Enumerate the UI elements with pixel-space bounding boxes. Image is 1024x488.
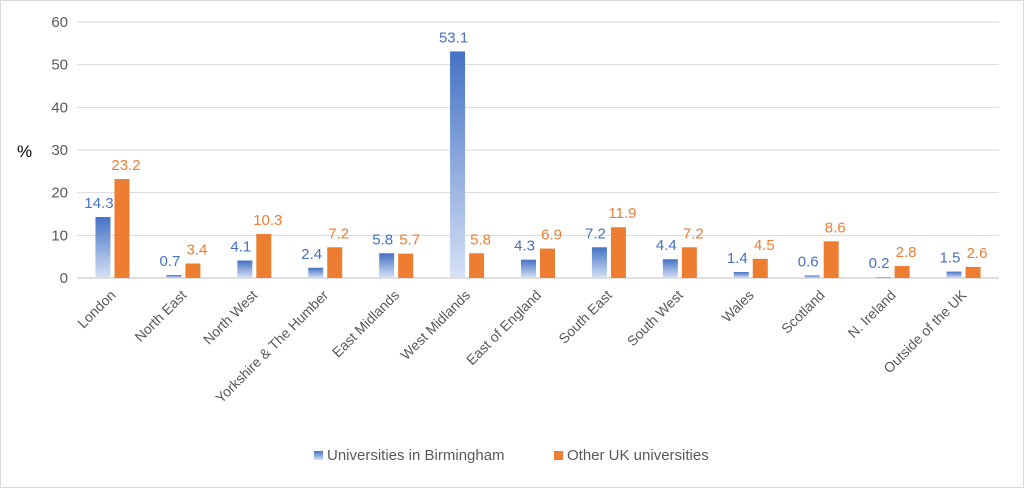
data-label-other-uk-universities: 11.9 (608, 205, 636, 222)
data-label-universities-in-birmingham: 14.3 (84, 195, 113, 212)
y-tick-label: 0 (60, 270, 68, 287)
data-label-universities-in-birmingham: 0.6 (798, 253, 819, 270)
data-label-universities-in-birmingham: 1.5 (940, 250, 961, 267)
x-category-label: Scotland (778, 287, 828, 337)
x-category-label: South East (555, 287, 615, 347)
data-label-other-uk-universities: 2.8 (896, 244, 917, 261)
bar-other-uk-universities (540, 248, 555, 278)
x-category-label: North East (131, 287, 189, 345)
bar-other-uk-universities (114, 179, 130, 278)
data-label-universities-in-birmingham: 4.3 (514, 238, 535, 255)
data-label-universities-in-birmingham: 0.2 (869, 255, 890, 272)
gridlines (77, 21, 999, 279)
data-label-universities-in-birmingham: 2.4 (301, 246, 322, 263)
bar-universities-in-birmingham (946, 271, 962, 278)
y-axis-ticks: 0 10 20 30 40 50 60 (51, 14, 68, 287)
x-category-label: North West (200, 287, 261, 348)
x-category-label: Wales (718, 287, 756, 325)
bar-other-uk-universities (398, 253, 414, 278)
data-label-other-uk-universities: 3.4 (186, 241, 207, 258)
data-label-other-uk-universities: 7.2 (683, 225, 704, 242)
bar-universities-in-birmingham (875, 277, 891, 278)
data-label-other-uk-universities: 5.8 (470, 231, 491, 248)
y-tick-label: 50 (51, 57, 68, 74)
data-labels: 14.3 23.2 0.7 3.4 4.110.3 2.4 7.2 5.8 5.7 53.1 5.8… (84, 29, 987, 272)
bars (95, 51, 981, 278)
bar-other-uk-universities (469, 253, 485, 278)
data-label-other-uk-universities: 5.7 (399, 232, 420, 249)
x-category-label: N. Ireland (844, 287, 898, 341)
bar-universities-in-birmingham (95, 216, 111, 278)
y-tick-label: 40 (51, 99, 68, 116)
data-label-universities-in-birmingham: 5.8 (372, 231, 393, 248)
data-label-other-uk-universities: 23.2 (111, 157, 140, 174)
data-label-universities-in-birmingham: 4.1 (230, 239, 251, 256)
data-label-other-uk-universities: 8.6 (825, 219, 846, 236)
bar-universities-in-birmingham (804, 275, 820, 278)
data-label-other-uk-universities: 6.9 (541, 227, 562, 244)
bar-universities-in-birmingham (662, 259, 678, 278)
bar-other-uk-universities (681, 247, 697, 278)
data-label-universities-in-birmingham: 53.1 (439, 29, 468, 46)
data-label-universities-in-birmingham: 0.7 (159, 253, 180, 270)
x-category-label: East Midlands (329, 287, 402, 360)
y-tick-label: 20 (51, 185, 68, 202)
bar-universities-in-birmingham (591, 247, 607, 278)
data-label-other-uk-universities: 7.2 (328, 225, 349, 242)
legend-label-universities-in-birmingham: Universities in Birmingham (327, 447, 505, 464)
bar-other-uk-universities (185, 263, 201, 278)
bar-other-uk-universities (327, 247, 343, 278)
x-category-label: West Midlands (397, 287, 473, 363)
y-tick-label: 30 (51, 142, 68, 159)
bar-universities-in-birmingham (450, 51, 466, 278)
data-label-other-uk-universities: 4.5 (754, 237, 775, 254)
bar-other-uk-universities (752, 258, 768, 278)
bar-other-uk-universities (610, 227, 626, 278)
bar-universities-in-birmingham (237, 260, 253, 278)
legend-label-other-uk-universities: Other UK universities (567, 447, 709, 464)
data-label-other-uk-universities: 2.6 (967, 245, 988, 262)
bar-universities-in-birmingham (379, 253, 395, 278)
data-label-universities-in-birmingham: 4.4 (656, 237, 677, 254)
x-category-label: South West (624, 287, 686, 349)
legend-swatch-other-uk-universities (554, 451, 563, 460)
data-label-other-uk-universities: 10.3 (253, 212, 282, 229)
bar-universities-in-birmingham (733, 272, 749, 278)
bar-other-uk-universities (965, 266, 981, 278)
bar-universities-in-birmingham (166, 275, 182, 278)
y-tick-label: 10 (51, 227, 68, 244)
bar-other-uk-universities (256, 234, 272, 278)
x-category-label: East of England (463, 287, 544, 368)
bar-universities-in-birmingham (521, 259, 536, 278)
bar-universities-in-birmingham (308, 267, 324, 278)
bar-other-uk-universities (894, 266, 910, 278)
legend-swatch-universities-in-birmingham (314, 451, 323, 460)
x-category-label: London (74, 287, 118, 331)
y-tick-label: 60 (51, 14, 68, 31)
bar-other-uk-universities (823, 241, 839, 278)
legend: Universities in Birmingham Other UK unive… (314, 447, 709, 464)
data-label-universities-in-birmingham: 1.4 (727, 250, 748, 267)
data-label-universities-in-birmingham: 7.2 (585, 225, 606, 242)
y-axis-label: % (17, 142, 32, 161)
